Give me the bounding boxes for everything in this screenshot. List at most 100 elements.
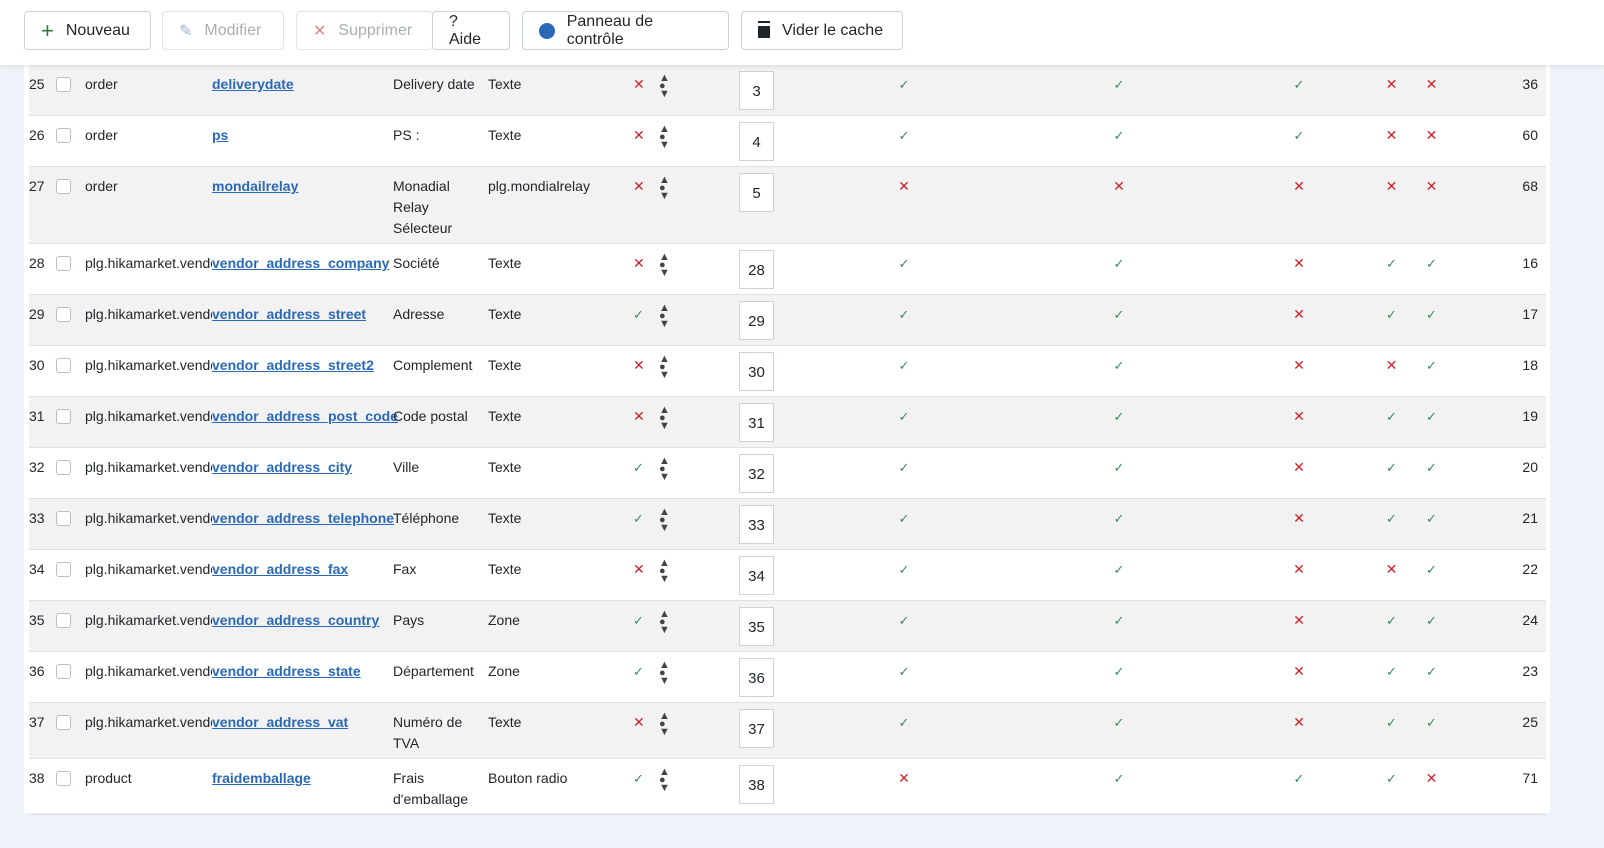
ordering-input[interactable]: 33	[739, 505, 774, 544]
check-icon[interactable]: ✓	[1293, 77, 1305, 92]
check-icon[interactable]: ✓	[1386, 307, 1397, 322]
cross-icon[interactable]: ✕	[633, 357, 645, 373]
row-checkbox[interactable]	[56, 664, 71, 679]
row-checkbox[interactable]	[56, 562, 71, 577]
check-icon[interactable]: ✓	[1426, 562, 1437, 577]
ordering-input[interactable]: 3	[739, 71, 774, 110]
cross-icon[interactable]: ✕	[1293, 714, 1305, 730]
drag-handle-icon[interactable]: ▲ ● ▼	[659, 251, 670, 279]
cross-icon[interactable]: ✕	[1293, 459, 1305, 475]
row-checkbox[interactable]	[56, 613, 71, 628]
field-name-link[interactable]: vendor_address_fax	[212, 561, 349, 577]
edit-button[interactable]: ✎ Modifier	[162, 11, 284, 50]
check-icon[interactable]: ✓	[1426, 460, 1437, 475]
cross-icon[interactable]: ✕	[1385, 357, 1398, 373]
cross-icon[interactable]: ✕	[898, 178, 910, 194]
check-icon[interactable]: ✓	[1386, 664, 1397, 679]
ordering-input[interactable]: 37	[739, 709, 774, 748]
control-panel-button[interactable]: Panneau de contrôle	[522, 11, 729, 50]
drag-handle-icon[interactable]: ▲ ● ▼	[659, 710, 670, 738]
check-icon[interactable]: ✓	[898, 460, 910, 475]
cross-icon[interactable]: ✕	[1293, 510, 1305, 526]
cross-icon[interactable]: ✕	[1293, 357, 1305, 373]
drag-handle-icon[interactable]: ▲ ● ▼	[659, 174, 670, 202]
row-checkbox[interactable]	[56, 77, 71, 92]
check-icon[interactable]: ✓	[1113, 664, 1125, 679]
cross-icon[interactable]: ✕	[1425, 178, 1438, 194]
check-icon[interactable]: ✓	[1426, 307, 1437, 322]
check-icon[interactable]: ✓	[1113, 562, 1125, 577]
drag-handle-icon[interactable]: ▲ ● ▼	[659, 302, 670, 330]
cross-icon[interactable]: ✕	[1385, 561, 1398, 577]
check-icon[interactable]: ✓	[633, 511, 644, 526]
cross-icon[interactable]: ✕	[1385, 76, 1398, 92]
check-icon[interactable]: ✓	[1113, 511, 1125, 526]
delete-button[interactable]: ✕ Supprimer	[296, 11, 433, 50]
ordering-input[interactable]: 30	[739, 352, 774, 391]
cross-icon[interactable]: ✕	[633, 127, 645, 143]
check-icon[interactable]: ✓	[1293, 128, 1305, 143]
cross-icon[interactable]: ✕	[1293, 255, 1305, 271]
check-icon[interactable]: ✓	[1426, 715, 1437, 730]
drag-handle-icon[interactable]: ▲ ● ▼	[659, 72, 670, 100]
cross-icon[interactable]: ✕	[1425, 127, 1438, 143]
check-icon[interactable]: ✓	[633, 613, 644, 628]
check-icon[interactable]: ✓	[1426, 409, 1437, 424]
check-icon[interactable]: ✓	[633, 664, 644, 679]
clear-cache-button[interactable]: Vider le cache	[741, 11, 903, 50]
field-name-link[interactable]: mondailrelay	[212, 178, 299, 194]
drag-handle-icon[interactable]: ▲ ● ▼	[659, 557, 670, 585]
cross-icon[interactable]: ✕	[1385, 127, 1398, 143]
check-icon[interactable]: ✓	[898, 613, 910, 628]
check-icon[interactable]: ✓	[1113, 358, 1125, 373]
cross-icon[interactable]: ✕	[633, 178, 645, 194]
check-icon[interactable]: ✓	[1426, 664, 1437, 679]
cross-icon[interactable]: ✕	[1425, 770, 1438, 786]
cross-icon[interactable]: ✕	[898, 770, 910, 786]
check-icon[interactable]: ✓	[1113, 77, 1125, 92]
check-icon[interactable]: ✓	[1113, 307, 1125, 322]
check-icon[interactable]: ✓	[898, 715, 910, 730]
check-icon[interactable]: ✓	[1113, 460, 1125, 475]
field-name-link[interactable]: vendor_address_vat	[212, 714, 349, 730]
check-icon[interactable]: ✓	[1113, 613, 1125, 628]
cross-icon[interactable]: ✕	[1293, 663, 1305, 679]
check-icon[interactable]: ✓	[898, 307, 910, 322]
drag-handle-icon[interactable]: ▲ ● ▼	[659, 353, 670, 381]
drag-handle-icon[interactable]: ▲ ● ▼	[659, 506, 670, 534]
cross-icon[interactable]: ✕	[633, 76, 645, 92]
cross-icon[interactable]: ✕	[633, 561, 645, 577]
check-icon[interactable]: ✓	[898, 77, 910, 92]
check-icon[interactable]: ✓	[1386, 771, 1397, 786]
check-icon[interactable]: ✓	[1426, 511, 1437, 526]
row-checkbox[interactable]	[56, 771, 71, 786]
cross-icon[interactable]: ✕	[633, 408, 645, 424]
ordering-input[interactable]: 31	[739, 403, 774, 442]
ordering-input[interactable]: 38	[739, 765, 774, 804]
row-checkbox[interactable]	[56, 128, 71, 143]
ordering-input[interactable]: 35	[739, 607, 774, 646]
ordering-input[interactable]: 36	[739, 658, 774, 697]
row-checkbox[interactable]	[56, 511, 71, 526]
field-name-link[interactable]: vendor_address_street	[212, 306, 367, 322]
field-name-link[interactable]: vendor_address_street2	[212, 357, 374, 373]
check-icon[interactable]: ✓	[898, 562, 910, 577]
ordering-input[interactable]: 28	[739, 250, 774, 289]
check-icon[interactable]: ✓	[633, 771, 644, 786]
row-checkbox[interactable]	[56, 715, 71, 730]
field-name-link[interactable]: vendor_address_telephone	[212, 510, 395, 526]
ordering-input[interactable]: 32	[739, 454, 774, 493]
check-icon[interactable]: ✓	[898, 358, 910, 373]
cross-icon[interactable]: ✕	[1293, 561, 1305, 577]
check-icon[interactable]: ✓	[1113, 409, 1125, 424]
check-icon[interactable]: ✓	[633, 460, 644, 475]
cross-icon[interactable]: ✕	[1425, 76, 1438, 92]
cross-icon[interactable]: ✕	[1113, 178, 1125, 194]
field-name-link[interactable]: vendor_address_country	[212, 612, 380, 628]
drag-handle-icon[interactable]: ▲ ● ▼	[659, 404, 670, 432]
field-name-link[interactable]: deliverydate	[212, 76, 294, 92]
ordering-input[interactable]: 4	[739, 122, 774, 161]
drag-handle-icon[interactable]: ▲ ● ▼	[659, 608, 670, 636]
check-icon[interactable]: ✓	[1386, 511, 1397, 526]
check-icon[interactable]: ✓	[898, 256, 910, 271]
